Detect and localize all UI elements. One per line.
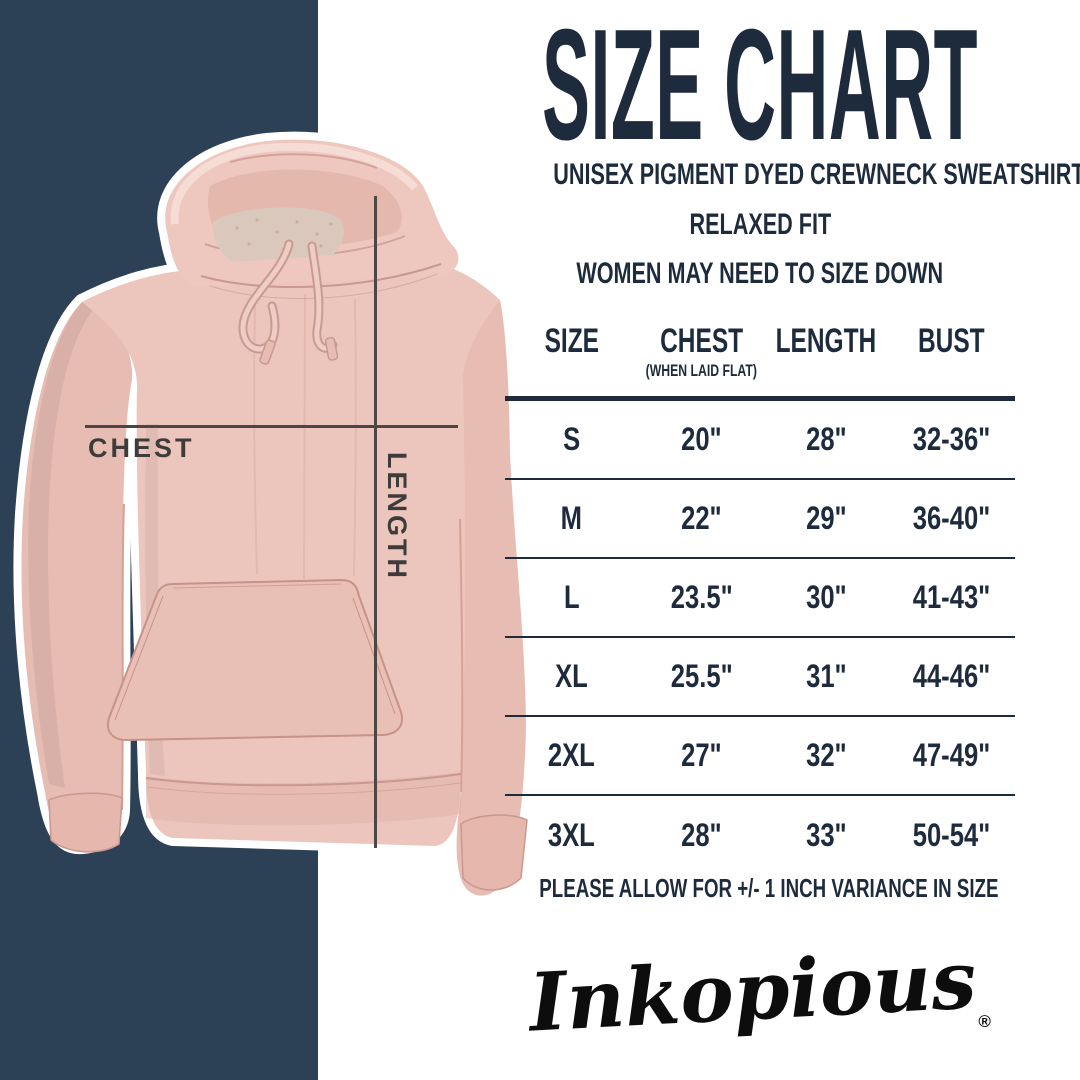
subtitle-fit: RELAXED FIT [689,208,831,241]
hoodie-photo [5,124,553,914]
registered-trademark-icon: ® [978,1012,991,1031]
table-row-2xl: 2XL 27" 32" 47-49" [505,717,1015,796]
table-row-xl: XL 25.5" 31" 44-46" [505,638,1015,717]
subtitle-product: UNISEX PIGMENT DYED CREWNECK SWEATSHIRT [553,158,1080,191]
table-row-m: M 22" 29" 36-40" [505,480,1015,559]
page-title: SIZE CHART [450,6,1070,164]
subtitle-sizing-note: WOMEN MAY NEED TO SIZE DOWN [576,257,944,290]
chest-measure-label: CHEST [88,433,195,463]
column-header-bust: BUST [917,322,985,360]
header-rule [505,396,1015,401]
column-header-chest: CHEST (WHEN LAID FLAT) [624,318,779,380]
table-row-s: S 20" 28" 32-36" [505,401,1015,480]
chest-measure-line [85,425,458,428]
page-title-text: SIZE CHART [542,0,978,173]
variance-note: PLEASE ALLOW FOR +/- 1 INCH VARIANCE IN … [539,873,999,903]
brand-logo: Inkopious ® [450,932,1070,1050]
size-chart-panel: SIZE CHART UNISEX PIGMENT DYED CREWNECK … [450,0,1080,1080]
brand-logo-text: Inkopious [526,932,979,1050]
size-table-header: SIZE CHEST (WHEN LAID FLAT) LENGTH BUST [505,318,1015,396]
table-row-3xl: 3XL 28" 33" 50-54" [547,817,991,853]
size-table: SIZE CHEST (WHEN LAID FLAT) LENGTH BUST … [505,318,1015,875]
length-measure-line [374,196,377,848]
table-row-l: L 23.5" 30" 41-43" [505,559,1015,638]
column-header-size: SIZE [544,322,599,360]
length-measure-label: LENGTH [382,452,412,581]
column-header-length: LENGTH [775,322,877,360]
chest-subnote: (WHEN LAID FLAT) [645,361,757,380]
hoodie-illustration [13,131,534,904]
